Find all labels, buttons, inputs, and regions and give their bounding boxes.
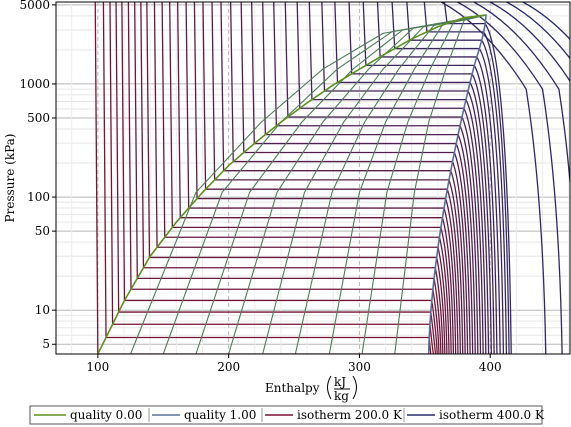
y-tick-label: 1000 [19,77,50,91]
isotherm-line [506,2,570,60]
y-tick-label: 5000 [19,0,50,12]
saturated-vapor-line [427,14,487,354]
isotherm-line [440,2,547,354]
y-tick-label: 100 [27,190,50,204]
x-axis-title: Enthalpy [265,381,320,395]
quality-line [394,14,486,354]
x-axis-paren-left [327,375,332,400]
isotherm-line [443,2,512,354]
y-axis-title: Pressure (kPa) [3,134,17,223]
isotherm-line [321,2,490,354]
plot-frame [55,1,571,355]
x-axis-unit-numerator: kJ [334,375,346,389]
y-tick-label: 10 [35,303,50,317]
legend-label-isotherm-200: isotherm 200.0 K [297,408,403,422]
curves-layer [94,2,570,354]
legend-label-quality-0: quality 0.00 [70,408,142,422]
isotherm-line [348,2,495,354]
quality-line [294,14,486,354]
legend-label-quality-1: quality 1.00 [184,408,256,422]
isotherm-line [406,2,508,354]
x-axis-label: Enthalpy kJ kg [265,375,357,403]
x-axis-paren-right [352,375,357,400]
isotherm-line [522,2,570,41]
legend-label-isotherm-400: isotherm 400.0 K [439,408,545,422]
isotherm-line [376,2,501,354]
isotherm-line [473,2,570,190]
isotherm-line [284,2,482,354]
x-tick-label: 200 [217,360,240,374]
x-tick-label: 400 [479,360,502,374]
ticks-layer: 100 200 300 400 5 10 50 100 500 1000 5000 [19,0,501,374]
isotherm-line [423,2,510,354]
x-tick-label: 100 [86,360,109,374]
isotherm-line [391,2,505,354]
isotherm-line [308,2,487,354]
y-tick-label: 5 [42,337,50,351]
y-tick-label: 500 [27,111,50,125]
isotherm-line [457,2,563,354]
isotherm-line [334,2,492,354]
quality-line [361,14,486,354]
legend: quality 0.00 quality 1.00 isotherm 200.0… [29,405,545,425]
y-tick-label: 50 [35,224,50,238]
x-axis-unit-denominator: kg [334,389,349,403]
x-tick-label: 300 [348,360,371,374]
isotherm-line [273,2,479,354]
saturated-liquid-line [97,14,486,354]
isotherm-line [296,2,484,354]
isotherm-line [362,2,498,354]
isotherm-line [489,2,570,83]
